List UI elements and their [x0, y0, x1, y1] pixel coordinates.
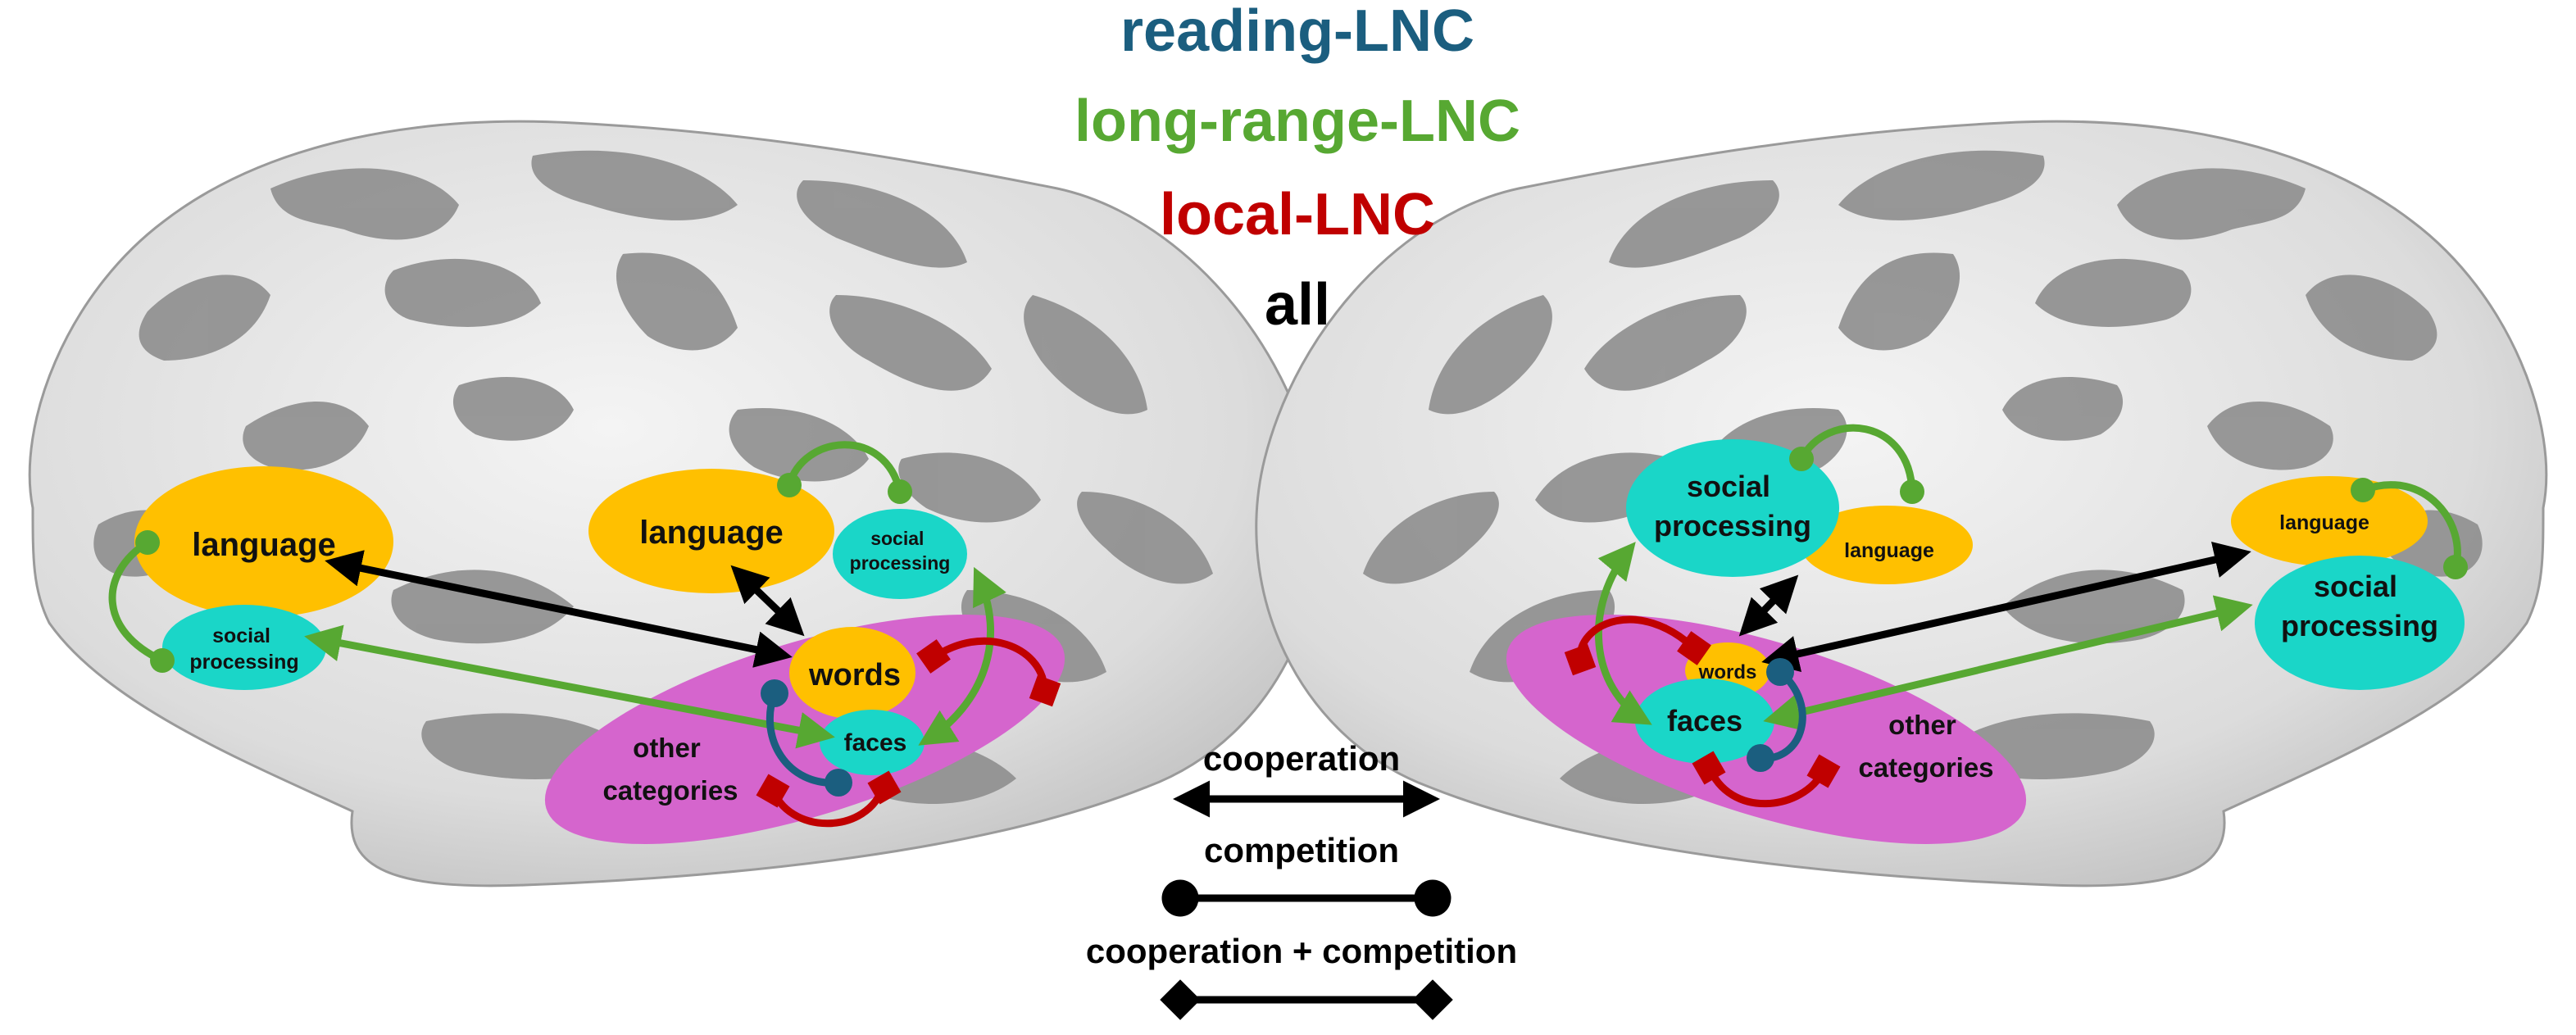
- left-temporal-social-line1: social: [870, 528, 924, 549]
- legend-all: all: [1265, 272, 1330, 338]
- left-faces-region: [820, 710, 925, 775]
- right-faces-label: faces: [1667, 704, 1742, 738]
- right-green-arc-social-faces: [1595, 542, 1652, 725]
- right-green-dot-4: [2443, 555, 2468, 579]
- right-blue-arc-words-faces: [1760, 669, 1806, 762]
- left-green-dot-2: [150, 648, 175, 673]
- right-frontal-social-region: [2255, 556, 2465, 690]
- left-green-dot-1: [135, 530, 160, 555]
- left-red-arc-words-others: [930, 637, 1048, 688]
- left-frontal-language-label: language: [192, 527, 336, 563]
- left-green-dot-4: [888, 479, 912, 504]
- right-blue-dot-2: [1747, 744, 1774, 772]
- key-both-label: cooperation + competition: [1086, 932, 1517, 970]
- right-red-bar-4: [1806, 754, 1841, 788]
- right-green-dot-1: [1789, 447, 1814, 471]
- right-hemisphere: social processing language language soci…: [1255, 120, 2548, 887]
- right-blue-dot-1: [1766, 658, 1794, 686]
- right-words-label: words: [1698, 661, 1757, 683]
- left-black-arrow-temporal-words: [730, 565, 805, 637]
- right-frontal-social-line2: processing: [2281, 609, 2438, 642]
- right-connections: [1576, 424, 2461, 808]
- right-frontal-social-label: social processing: [2281, 570, 2438, 642]
- right-frontal-language-label: language: [2279, 511, 2369, 534]
- right-green-arc-frontal: [2361, 481, 2461, 569]
- right-red-bar-1: [1677, 631, 1711, 665]
- left-connections: [108, 441, 1048, 828]
- right-other-line2: categories: [1858, 752, 1993, 783]
- left-red-bar-1: [916, 639, 951, 674]
- color-legend: reading-LNC long-range-LNC local-LNC all: [1074, 0, 1520, 338]
- left-green-arc-social-faces: [918, 566, 1006, 746]
- legend-long-range-lnc: long-range-LNC: [1074, 89, 1520, 154]
- right-connection-ends: [1564, 447, 2468, 788]
- key-cooperation-label: cooperation: [1203, 739, 1400, 778]
- left-other-line1: other: [633, 733, 701, 763]
- left-green-dot-3: [777, 473, 802, 497]
- left-green-arc-temporal: [785, 441, 904, 493]
- left-frontal-social-label: social processing: [189, 624, 298, 674]
- right-faces-region: [1635, 679, 1774, 764]
- left-frontal-social-line1: social: [212, 624, 270, 647]
- left-blue-arc-words-faces: [766, 692, 839, 787]
- right-temporal-language-label: language: [1844, 539, 1934, 562]
- right-green-arc-temporal: [1798, 424, 1916, 493]
- right-red-bar-3: [1692, 751, 1726, 785]
- left-blue-dot-1: [761, 679, 788, 707]
- left-connection-ends: [135, 473, 1061, 808]
- right-frontal-language-region: [2231, 476, 2428, 566]
- key-competition-label: competition: [1204, 831, 1399, 869]
- left-temporal-language-label: language: [639, 515, 784, 551]
- left-words-label: words: [808, 658, 901, 692]
- left-green-arc-frontal: [108, 539, 164, 665]
- left-faces-label: faces: [844, 729, 907, 756]
- left-red-bar-3: [756, 774, 790, 808]
- left-green-arrow-social-faces: [304, 624, 835, 749]
- right-frontal-social-line1: social: [2314, 570, 2397, 603]
- right-green-dot-2: [1900, 479, 1924, 504]
- right-temporal-social-label: social processing: [1654, 470, 1811, 542]
- right-temporal-social-line1: social: [1687, 470, 1770, 503]
- right-temporal-social-line2: processing: [1654, 509, 1811, 542]
- left-red-arc-faces-others: [768, 783, 888, 828]
- line-type-key: cooperation competition cooperation + co…: [1086, 739, 1517, 1020]
- left-red-bar-4: [867, 770, 902, 805]
- right-red-arc-faces-others: [1705, 765, 1828, 808]
- right-green-arrow-social-faces: [1763, 595, 2253, 731]
- left-other-line2: categories: [602, 775, 738, 806]
- legend-reading-lnc: reading-LNC: [1120, 0, 1474, 64]
- left-red-bar-2: [1029, 674, 1061, 707]
- legend-local-lnc: local-LNC: [1160, 182, 1435, 247]
- right-other-line1: other: [1888, 710, 1956, 740]
- right-red-bar-2: [1564, 643, 1597, 676]
- left-frontal-social-line2: processing: [189, 651, 298, 674]
- right-green-dot-3: [2351, 478, 2375, 502]
- left-hemisphere: language social processing language soci…: [28, 120, 1321, 887]
- left-frontal-social-region: [162, 605, 326, 690]
- left-temporal-social-line2: processing: [850, 552, 951, 574]
- right-red-arc-words-others: [1576, 615, 1697, 656]
- left-temporal-social-label: social processing: [850, 528, 951, 574]
- left-blue-dot-2: [825, 769, 852, 797]
